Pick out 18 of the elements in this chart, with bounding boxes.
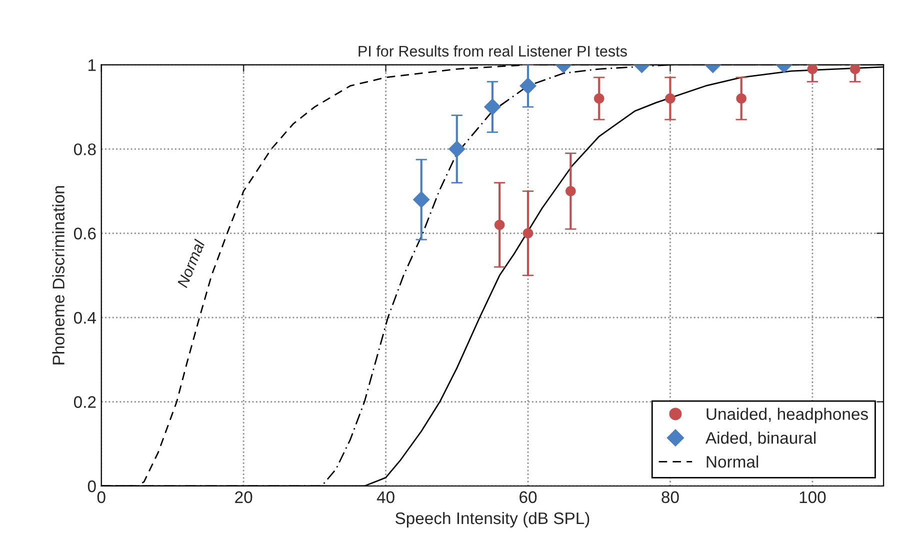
x-tick-label: 80: [662, 491, 679, 504]
x-tick-label: 40: [376, 491, 394, 504]
x-tick-label: 0: [97, 491, 106, 504]
x-tick-label: 20: [235, 491, 252, 504]
y-tick-label: 0: [88, 480, 96, 492]
x-tick-label: 60: [520, 491, 537, 504]
y-tick-label: 0.6: [74, 228, 96, 240]
legend-label: Unaided, headphones: [706, 408, 868, 424]
y-tick-label: 0.8: [74, 143, 96, 156]
y-tick-label: 0.2: [74, 396, 96, 408]
legend-label: Normal: [706, 455, 758, 468]
chart-title: PI for Results from real Listener PI tests: [358, 45, 627, 57]
y-tick-label: 1: [88, 59, 96, 71]
x-axis-title: Speech Intensity (dB SPL): [395, 512, 590, 528]
legend-label: Aided, binaural: [705, 432, 816, 446]
y-axis-title: Phoneme Discrimination: [52, 186, 64, 364]
y-tick-label: 0.4: [74, 312, 96, 324]
x-tick-label: 100: [800, 491, 826, 504]
